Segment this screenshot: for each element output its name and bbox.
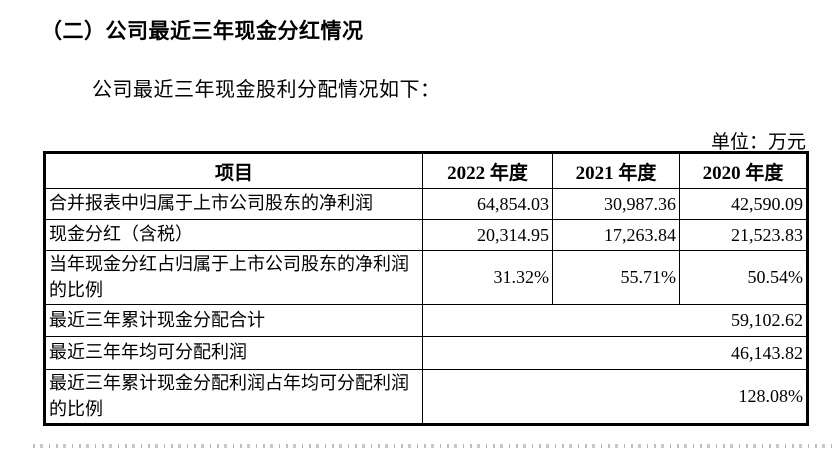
merged-value: 46,143.82 (422, 336, 808, 371)
value-2021: 55.71% (552, 249, 680, 306)
row-label: 最近三年累计现金分配合计 (44, 304, 423, 338)
value-2022: 20,314.95 (422, 219, 553, 251)
row-label: 最近三年年均可分配利润 (44, 336, 423, 371)
table-row-net-profit: 合并报表中归属于上市公司股东的净利润 64,854.03 30,987.36 4… (44, 188, 808, 220)
column-header-2021: 2021 年度 (552, 152, 680, 189)
unit-label: 单位：万元 (710, 132, 806, 153)
table-header-row: 项目 2022 年度 2021 年度 2020 年度 (44, 152, 808, 189)
intro-text: 公司最近三年现金股利分配情况如下： (92, 79, 441, 101)
table-row-three-year-total: 最近三年累计现金分配合计 59,102.62 (44, 304, 808, 338)
value-2020: 21,523.83 (679, 219, 808, 251)
row-label: 现金分红（含税） (44, 219, 423, 251)
value-2022: 64,854.03 (422, 188, 553, 220)
merged-value: 128.08% (422, 369, 808, 426)
value-2020: 42,590.09 (679, 188, 808, 220)
column-header-item: 项目 (44, 152, 423, 189)
row-label: 当年现金分红占归属于上市公司股东的净利润的比例 (44, 249, 423, 306)
table-row-cash-dividend: 现金分红（含税） 20,314.95 17,263.84 21,523.83 (44, 219, 808, 251)
dividend-table: 项目 2022 年度 2021 年度 2020 年度 合并报表中归属于上市公司股… (43, 151, 809, 427)
value-2022: 31.32% (422, 249, 553, 306)
value-2021: 30,987.36 (552, 188, 680, 220)
section-heading: （二）公司最近三年现金分红情况 (41, 19, 364, 43)
row-label: 合并报表中归属于上市公司股东的净利润 (44, 188, 423, 220)
column-header-2022: 2022 年度 (422, 152, 553, 189)
value-2021: 17,263.84 (552, 219, 680, 251)
clipped-next-line (33, 444, 833, 448)
column-header-2020: 2020 年度 (679, 152, 808, 189)
merged-value: 59,102.62 (422, 304, 808, 338)
table-row-avg-distributable-profit: 最近三年年均可分配利润 46,143.82 (44, 336, 808, 371)
row-label: 最近三年累计现金分配利润占年均可分配利润的比例 (44, 369, 423, 426)
table-row-dividend-ratio: 当年现金分红占归属于上市公司股东的净利润的比例 31.32% 55.71% 50… (44, 249, 808, 306)
table-row-total-ratio: 最近三年累计现金分配利润占年均可分配利润的比例 128.08% (44, 369, 808, 426)
value-2020: 50.54% (679, 249, 808, 306)
